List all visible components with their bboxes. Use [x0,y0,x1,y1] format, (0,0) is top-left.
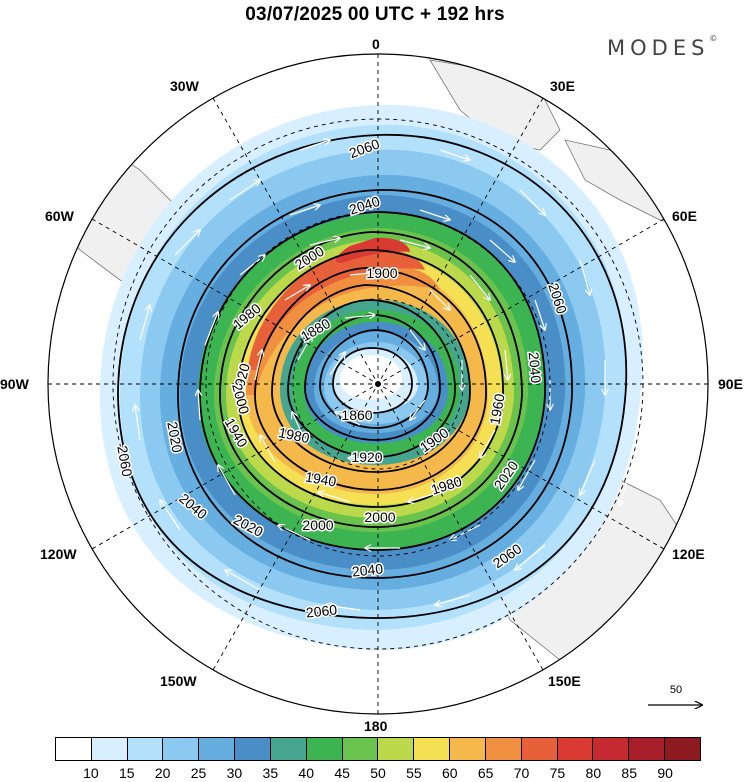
colorbar-label: 85 [621,765,638,781]
colorbar-cell [342,738,379,760]
lon-label-120e: 120E [672,546,705,562]
colorbar-label: 65 [477,765,494,781]
colorbar-label: 30 [226,765,243,781]
contour-2020 [199,211,546,551]
reference-arrow-icon [648,684,704,714]
contour-1860 [332,347,413,414]
latitude-circle-inner [292,298,464,470]
reference-vector-label: 50 [669,684,683,696]
colorbar-cell [91,738,128,760]
colorbar-cell [56,738,92,760]
contour-2040 [177,189,573,579]
colorbar-cell [306,738,343,760]
contour-1880 [319,329,429,429]
lon-label-0: 0 [372,36,380,52]
colorbar-label: 15 [118,765,135,781]
lon-label-60w: 60W [45,208,74,224]
colorbar-label: 80 [585,765,602,781]
contour-label: 2000 [364,509,395,525]
contour-label: 1920 [351,449,382,465]
latitude-circle-mid [205,211,551,557]
lon-label-90w: 90W [0,376,29,392]
colorbar-cell [629,738,666,760]
brand-logo: MODES© [607,34,718,60]
brand-name: MODES [607,36,710,60]
colorbar-label: 50 [370,765,386,781]
colorbar-cell [378,738,415,760]
colorbar-label: 60 [441,765,458,781]
contour-label: 2040 [351,560,384,579]
contour-label: 2060 [305,601,338,620]
copyright-mark: © [709,34,718,43]
contour-1980 [237,249,504,508]
colorbar-cell [414,738,451,760]
colorbar-label: 10 [83,765,99,781]
colorbar-cell [199,738,236,760]
contour-1960 [254,267,487,491]
colorbar-label: 20 [154,765,171,781]
colorbar-label: 35 [262,765,279,781]
colorbar-cell [665,738,700,760]
wind-speed-colorbar [55,737,701,761]
colorbar-cell [127,738,164,760]
colorbar-label: 70 [513,765,530,781]
contour-label: 2020 [164,420,185,454]
colorbar-label: 25 [190,765,207,781]
contour-label: 2040 [526,351,545,384]
lon-label-120w: 120W [40,546,77,562]
map-border [47,53,709,715]
colorbar-label: 90 [657,765,673,781]
colorbar-label: 75 [549,765,566,781]
contour-label: 1860 [341,407,372,423]
map-title: 03/07/2025 00 UTC + 192 hrs [245,4,505,25]
colorbar-cell [557,738,594,760]
lon-label-180: 180 [364,718,388,734]
contour-1940 [271,284,471,473]
height-contours [117,134,628,619]
contour-2000 [219,231,523,528]
contour-2060 [117,134,628,619]
reference-vector: 50 [648,684,704,714]
colorbar-cell [235,738,271,760]
lon-label-150e: 150E [548,673,581,689]
wind-streamlines [89,105,650,648]
lon-label-90e: 90E [718,376,743,392]
contour-label: 2000 [302,517,333,533]
colorbar-label: 55 [406,765,422,781]
colorbar-cell [521,738,558,760]
colorbar-label: 45 [334,765,350,781]
lon-label-30w: 30W [170,78,199,94]
colorbar-cell [270,738,307,760]
contour-1920 [287,299,456,458]
colorbar-cell [450,738,486,760]
lon-label-60e: 60E [672,208,697,224]
colorbar-cell [163,738,200,760]
contour-label: 1900 [366,265,397,281]
colorbar-cell [485,738,522,760]
contour-1900 [304,314,441,441]
lon-label-150w: 150W [160,673,197,689]
colorbar-label: 40 [298,765,315,781]
colorbar-cell [593,738,630,760]
south-pole-dot [375,381,381,387]
lon-label-30e: 30E [550,78,575,94]
polar-map: 2060 2040 2000 1980 1900 1880 1920 1860 … [47,53,709,715]
